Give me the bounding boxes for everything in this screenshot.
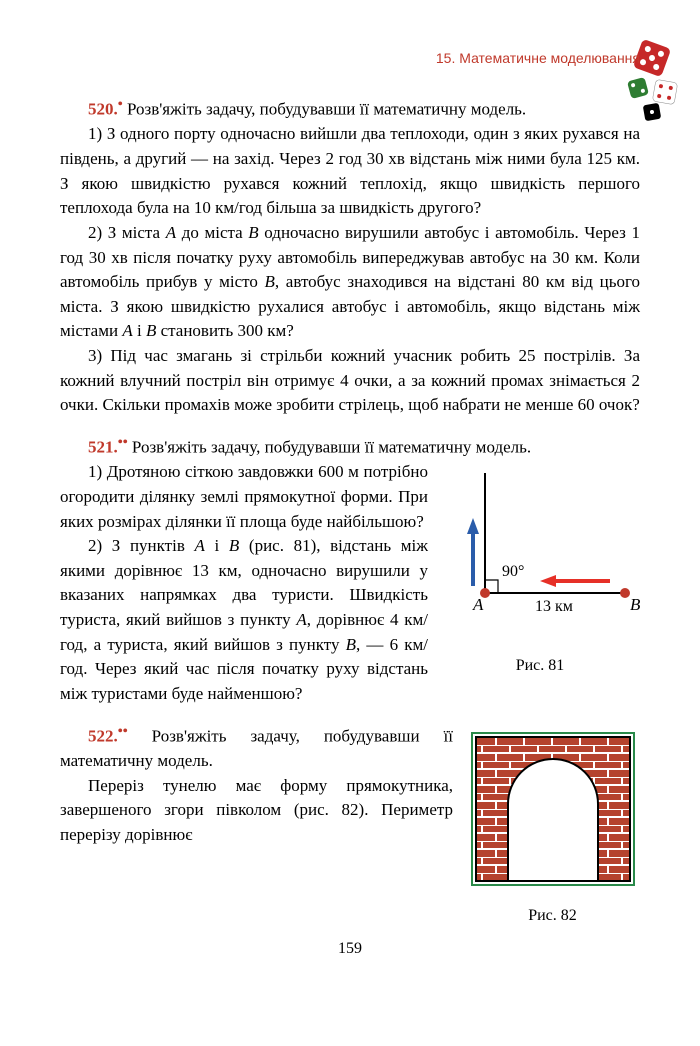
problem-marker: ••: [118, 723, 128, 739]
problem-intro-text: Розв'яжіть задачу, побудувавши її матема…: [132, 438, 531, 457]
figure-82: Рис. 82: [465, 729, 640, 928]
section-number: 15.: [436, 50, 455, 66]
figure-81-caption: Рис. 81: [440, 654, 640, 677]
problem-marker: ••: [118, 434, 128, 450]
problem-intro-text: Розв'яжіть задачу, побудувавши її матема…: [127, 100, 526, 119]
problem-521: 521.•• Розв'яжіть задачу, побудувавши її…: [60, 432, 640, 707]
figure-82-caption: Рис. 82: [465, 904, 640, 927]
problem-522: Рис. 82 522.•• Розв'яжіть задачу, побуду…: [60, 721, 640, 848]
problem-520: 520.• Розв'яжіть задачу, побудувавши її …: [60, 94, 640, 418]
fig81-label-a: A: [472, 595, 484, 614]
problem-marker: •: [118, 96, 123, 112]
fig81-label-b: B: [630, 595, 640, 614]
problem-number-522: 522.: [88, 726, 118, 745]
problem-520-sub1: 1) З одного порту одночасно вийшли два т…: [60, 122, 640, 221]
fig81-distance: 13 км: [535, 598, 573, 615]
section-title: Математичне моделювання: [459, 50, 640, 66]
problem-number-520: 520.: [88, 100, 118, 119]
figure-81: A B 90° 13 км Рис. 81: [440, 468, 640, 677]
section-header: 15. Математичне моделювання: [60, 50, 640, 66]
problem-520-sub2: 2) З міста A до міста B одночасно вируши…: [60, 221, 640, 344]
fig81-angle: 90°: [502, 563, 524, 580]
page-number: 159: [60, 940, 640, 958]
problem-number-521: 521.: [88, 438, 118, 457]
problem-520-sub3: 3) Під час змагань зі стрільби кожний уч…: [60, 344, 640, 418]
